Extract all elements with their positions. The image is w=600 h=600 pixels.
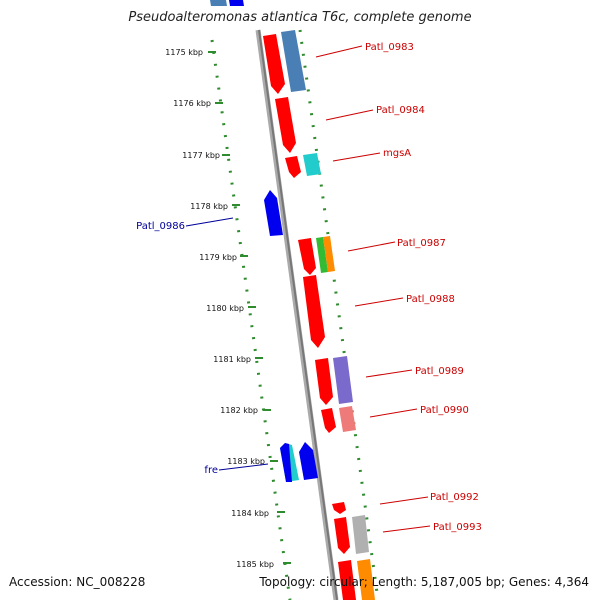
ruler-tick-label: 1175 kbp bbox=[165, 48, 203, 57]
leader-patl-0993 bbox=[382, 525, 431, 533]
genome-backbone-shadow bbox=[258, 29, 338, 600]
gene-label-patl-0984: Patl_0984 bbox=[376, 105, 425, 116]
gene-label-patl-0989: Patl_0989 bbox=[415, 366, 464, 377]
gene-patl-0987-orange bbox=[323, 236, 335, 272]
ruler-tick-2: 1177 kbp bbox=[182, 151, 230, 160]
leader-patl-0990 bbox=[369, 408, 418, 418]
ruler-tick-9: 1184 kbp bbox=[231, 509, 285, 518]
gene-reverse-blue-2 bbox=[299, 442, 318, 480]
gene-patl-0990-red bbox=[321, 408, 336, 433]
gene-patl-0989-red bbox=[315, 358, 333, 405]
gene-patl-0993-red bbox=[334, 517, 350, 554]
ruler-tick-label: 1176 kbp bbox=[173, 99, 211, 108]
ruler-tick-label: 1177 kbp bbox=[182, 151, 220, 160]
leader-fre bbox=[218, 463, 269, 471]
ruler-tick-8: 1183 kbp bbox=[227, 457, 278, 466]
gene-patl-0983-red bbox=[263, 34, 285, 94]
leader-patl-0986 bbox=[185, 217, 234, 227]
gene-patl-0989-violet bbox=[333, 356, 353, 404]
gene-patl-0987-red bbox=[298, 238, 316, 275]
gene-fre-blue bbox=[280, 443, 292, 482]
gene-patl-0983-steelblue bbox=[281, 30, 306, 92]
gene-label-patl-0986: Patl_0986 bbox=[136, 221, 185, 232]
gene-label-patl-0988: Patl_0988 bbox=[406, 294, 455, 305]
ruler-tick-label: 1184 kbp bbox=[231, 509, 269, 518]
gene-forward-bottom-orange bbox=[357, 559, 375, 600]
leader-patl-0983 bbox=[315, 45, 363, 58]
gene-reverse-top-steelblue bbox=[210, 0, 227, 6]
gene-label-patl-0993: Patl_0993 bbox=[433, 522, 482, 533]
gene-mgsA-cyan bbox=[303, 153, 321, 176]
gene-mgsA-red bbox=[285, 156, 301, 178]
ruler-tick-label: 1183 kbp bbox=[227, 457, 265, 466]
ruler-tick-4: 1179 kbp bbox=[199, 253, 248, 262]
gene-forward-bottom-red bbox=[338, 560, 356, 600]
gene-patl-0990-salmon bbox=[339, 406, 356, 432]
gene-patl-0988 bbox=[303, 275, 325, 348]
ruler-tick-label: 1178 kbp bbox=[190, 202, 228, 211]
gene-label-patl-0990: Patl_0990 bbox=[420, 405, 469, 416]
genome-title: Pseudoalteromonas atlantica T6c, complet… bbox=[128, 10, 472, 25]
gene-reverse-top-blue bbox=[229, 0, 244, 6]
ruler-tick-label: 1182 kbp bbox=[220, 406, 258, 415]
gene-patl-0984 bbox=[275, 97, 296, 153]
gene-label-fre: fre bbox=[204, 465, 218, 476]
ruler-tick-6: 1181 kbp bbox=[213, 355, 263, 364]
ruler-tick-3: 1178 kbp bbox=[190, 202, 240, 211]
gene-label-patl-0987: Patl_0987 bbox=[397, 238, 446, 249]
ruler-tick-1: 1176 kbp bbox=[173, 99, 223, 108]
gene-patl-0993-gray bbox=[352, 515, 369, 554]
leader-patl-0992 bbox=[379, 496, 429, 505]
topology-label: Topology: circular; Length: 5,187,005 bp… bbox=[259, 575, 589, 589]
leader-patl-0988 bbox=[354, 297, 404, 307]
gene-patl-0987-green bbox=[316, 237, 328, 273]
gene-label-mgsA: mgsA bbox=[383, 148, 411, 159]
gene-patl-0986 bbox=[264, 190, 283, 236]
gene-label-patl-0983: Patl_0983 bbox=[365, 42, 414, 53]
ruler-tick-label: 1185 kbp bbox=[236, 560, 274, 569]
ruler-tick-label: 1179 kbp bbox=[199, 253, 237, 262]
ruler-tick-10: 1185 kbp bbox=[236, 560, 291, 569]
ruler-tick-5: 1180 kbp bbox=[206, 304, 256, 313]
accession-label: Accession: NC_008228 bbox=[9, 575, 146, 589]
leader-patl-0989 bbox=[365, 369, 413, 378]
ruler-tick-0: 1175 kbp bbox=[165, 48, 216, 57]
gene-patl-0992 bbox=[332, 502, 346, 514]
ruler-tick-7: 1182 kbp bbox=[220, 406, 271, 415]
ruler-tick-label: 1181 kbp bbox=[213, 355, 251, 364]
ruler-tick-label: 1180 kbp bbox=[206, 304, 244, 313]
leader-mgsA bbox=[332, 152, 381, 162]
gene-label-patl-0992: Patl_0992 bbox=[430, 492, 479, 503]
leader-patl-0984 bbox=[325, 109, 374, 121]
leader-patl-0987 bbox=[347, 241, 396, 252]
